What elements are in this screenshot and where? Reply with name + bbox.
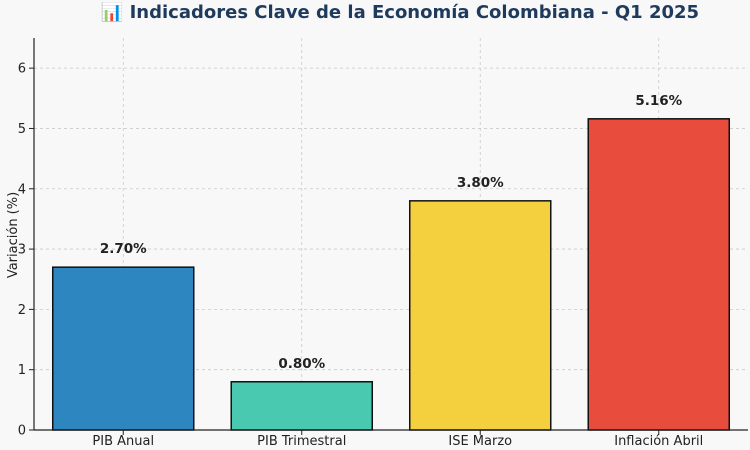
- bar-inflación-abril: [587, 118, 731, 431]
- axes: [29, 38, 748, 435]
- y-tick-label: 6: [18, 62, 26, 77]
- bar-ise-marzo: [408, 200, 552, 431]
- bar-value-label: 5.16%: [635, 93, 682, 109]
- y-tick-label: 2: [18, 303, 26, 318]
- x-tick-label: PIB Trimestral: [257, 434, 346, 449]
- bar-value-label: 2.70%: [100, 241, 147, 257]
- x-tick-label: PIB Anual: [92, 434, 154, 449]
- y-tick-label: 4: [18, 182, 26, 197]
- y-tick-label: 5: [18, 122, 26, 137]
- y-tick-label: 3: [18, 243, 26, 258]
- bar-value-label: 3.80%: [457, 175, 504, 191]
- bar-value-label: 0.80%: [278, 356, 325, 372]
- bar-pib-anual: [51, 266, 195, 431]
- y-tick-label: 1: [18, 363, 26, 378]
- chart-title: 📊 Indicadores Clave de la Economía Colom…: [101, 1, 699, 23]
- y-axis-label: Variación (%): [6, 192, 21, 278]
- y-tick-label: 0: [18, 424, 26, 439]
- labels: 0 1 2 3 4 5 6 2.70% PIB Anual 0.80% PIB Trimestral…: [18, 62, 704, 449]
- x-tick-label: ISE Marzo: [448, 434, 512, 449]
- bars: [51, 118, 731, 431]
- x-tick-label: Inflación Abril: [614, 434, 703, 449]
- bar-pib-trimestral: [230, 381, 374, 431]
